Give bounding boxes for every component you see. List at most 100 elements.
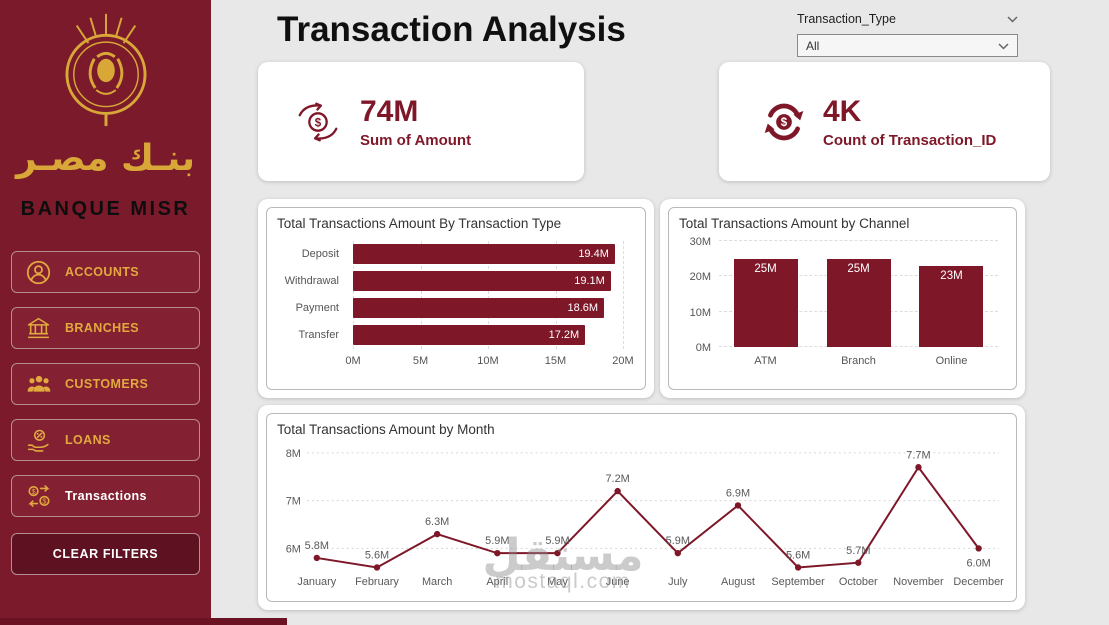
x-tick-label: June	[606, 576, 630, 588]
y-tick-label: 6M	[286, 543, 301, 555]
chevron-down-icon	[998, 39, 1009, 53]
data-point[interactable]	[794, 564, 802, 571]
chart-title: Total Transactions Amount by Month	[277, 422, 495, 437]
sidebar-item-label: ACCOUNTS	[65, 265, 140, 279]
data-point[interactable]	[975, 545, 982, 552]
sidebar-nav: ACCOUNTS BRANCHES	[11, 251, 200, 589]
refresh-dollar-icon: $	[761, 99, 807, 145]
line-chart-svg: 8M 7M 6M 5.8M January 5.6M February 6.3M March 5.…	[286, 448, 1004, 588]
y-tick-label: 30M	[689, 236, 711, 248]
chart-frame: Total Transactions Amount By Transaction…	[266, 207, 646, 390]
sidebar-item-accounts[interactable]: ACCOUNTS	[11, 251, 200, 293]
y-tick-label: 7M	[286, 496, 301, 508]
transaction-type-dropdown[interactable]: All	[797, 34, 1018, 57]
vbar-chart: 0M 10M 20M 30M 25M ATM 25M Branch 23M Online	[679, 235, 1006, 375]
data-point[interactable]	[373, 564, 381, 571]
sidebar-item-loans[interactable]: LOANS	[11, 419, 200, 461]
loan-hand-icon	[25, 427, 52, 454]
bank-logo	[0, 8, 211, 130]
x-tick-label: August	[721, 576, 755, 588]
x-tick-label: 0M	[345, 355, 361, 367]
chart-title: Total Transactions Amount by Channel	[679, 216, 910, 231]
gridline	[555, 241, 557, 349]
data-point[interactable]	[614, 487, 621, 495]
data-label: 5.7M	[846, 545, 870, 557]
x-tick-label: ATM	[754, 355, 777, 367]
data-point[interactable]	[855, 559, 862, 566]
hbar-chart: Deposit Withdrawal Payment Transfer 19.4M 19.…	[277, 241, 635, 375]
chart-transactions-by-month: Total Transactions Amount by Month 8M 7M 6…	[258, 405, 1025, 610]
sidebar-item-label: LOANS	[65, 433, 111, 447]
data-label: 7.2M	[605, 473, 629, 485]
customers-icon	[25, 371, 52, 398]
category-label: Withdrawal	[284, 275, 339, 287]
x-tick-label: 10M	[477, 355, 499, 367]
page-title: Transaction Analysis	[277, 10, 626, 49]
sidebar: بنـك مصـر BANQUE MISR ACCOUNTS	[0, 0, 211, 625]
gridline	[623, 241, 624, 349]
x-tick-label: November	[893, 576, 944, 588]
svg-text:$: $	[315, 117, 322, 129]
data-label: 5.8M	[305, 540, 329, 552]
data-point[interactable]	[494, 549, 501, 557]
vbar-plot: 0M 10M 20M 30M 25M ATM 25M Branch 23M Online	[690, 236, 998, 367]
svg-text:$: $	[42, 497, 47, 506]
bar-value-label: 19.1M	[574, 275, 605, 287]
x-tick-label: March	[422, 576, 452, 588]
slicer-title: Transaction_Type	[797, 12, 896, 26]
x-axis: 0M 5M 10M 15M 20M	[345, 355, 633, 371]
bar[interactable]: 19.4M	[353, 244, 615, 264]
bar[interactable]: 23M	[919, 265, 984, 347]
data-point[interactable]	[554, 549, 561, 557]
chart-transactions-by-type: Total Transactions Amount By Transaction…	[258, 199, 654, 398]
bank-name-arabic: بنـك مصـر	[15, 138, 196, 179]
accounts-icon	[25, 259, 52, 286]
bar[interactable]: 18.6M	[353, 298, 605, 318]
dropdown-selected-value: All	[806, 38, 820, 53]
bar[interactable]: 25M	[733, 258, 798, 347]
data-point[interactable]	[313, 554, 320, 562]
data-point[interactable]	[915, 464, 922, 471]
clear-filters-button[interactable]: CLEAR FILTERS	[11, 533, 200, 575]
chart-frame: Total Transactions Amount by Channel 0M 1…	[668, 207, 1017, 390]
transfer-dollar-icon: $	[292, 100, 344, 144]
gridline	[353, 241, 354, 349]
x-tick-label: September	[771, 576, 825, 588]
bar[interactable]: 25M	[826, 258, 891, 347]
data-point[interactable]	[734, 502, 742, 509]
x-tick-label: Online	[935, 355, 968, 367]
y-tick-label: 10M	[689, 306, 711, 319]
kpi-card-count-of-transactions: $ 4K Count of Transaction_ID	[719, 62, 1050, 181]
kpi-card-sum-of-amount: $ 74M Sum of Amount	[258, 62, 584, 181]
bar[interactable]: 17.2M	[353, 325, 586, 345]
data-label: 5.9M	[545, 535, 569, 547]
sidebar-item-customers[interactable]: CUSTOMERS	[11, 363, 200, 405]
data-point[interactable]	[433, 530, 441, 538]
kpi-value: 74M	[360, 94, 419, 128]
category-label: Transfer	[298, 329, 339, 341]
hbar-categories: Deposit Withdrawal Payment Transfer	[277, 241, 347, 349]
x-tick-label: April	[486, 576, 508, 588]
sidebar-item-transactions[interactable]: $ $ Transactions	[11, 475, 200, 517]
line-chart: 8M 7M 6M 5.8M January 5.6M February 6.3M March 5.…	[277, 439, 1006, 590]
data-point[interactable]	[674, 549, 681, 557]
bottom-accent-strip	[0, 618, 287, 625]
clear-filters-label: CLEAR FILTERS	[52, 547, 159, 561]
chevron-down-icon[interactable]	[1007, 12, 1018, 26]
x-tick-label: October	[839, 576, 878, 588]
svg-text:$: $	[781, 117, 788, 129]
sidebar-item-branches[interactable]: BRANCHES	[11, 307, 200, 349]
data-label: 5.9M	[666, 535, 690, 547]
data-label: 6.0M	[966, 557, 990, 569]
kpi-text: 4K Count of Transaction_ID	[823, 95, 996, 149]
bar-value-label: 25M	[754, 262, 777, 275]
hbar-plot: 19.4M 19.1M 18.6M 17.2M	[353, 241, 624, 349]
bar[interactable]: 19.1M	[353, 271, 611, 291]
bank-emblem-icon	[64, 13, 147, 127]
bank-building-icon	[25, 315, 52, 342]
x-tick-label: July	[668, 576, 688, 588]
kpi-label: Sum of Amount	[360, 131, 472, 149]
gridline	[420, 241, 422, 349]
data-label: 5.6M	[786, 550, 810, 562]
